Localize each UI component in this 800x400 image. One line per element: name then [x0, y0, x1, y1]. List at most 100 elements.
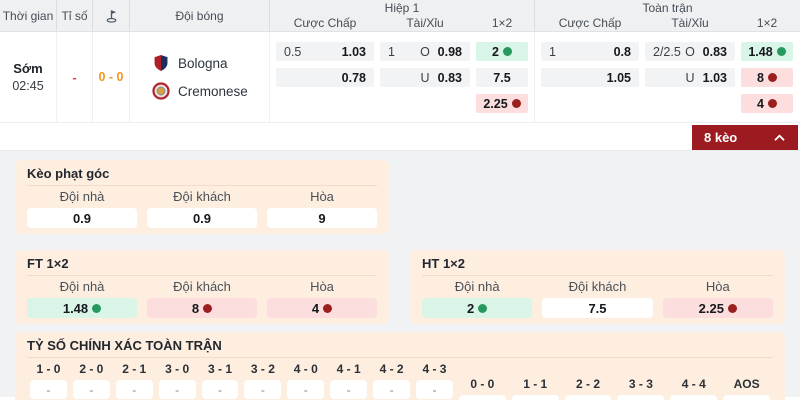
col-header-time: Thời gian — [0, 0, 57, 31]
trend-dot — [776, 47, 786, 56]
score-label: 4 - 1 — [336, 362, 361, 376]
one-x-two-value: 4 — [757, 96, 764, 111]
overunder-odds-box[interactable]: 2/2.5 O 0.83 — [645, 42, 735, 61]
score-odds-box[interactable] — [617, 395, 665, 400]
handicap-odds-box[interactable]: 1.05 — [541, 68, 639, 87]
odds-cell: Hòa 9 — [267, 189, 377, 228]
toggle-strip: 8 kèo — [0, 123, 800, 151]
overunder-odds-box[interactable]: 1 O 0.98 — [380, 42, 470, 61]
match-time: Sớm 02:45 — [0, 32, 57, 122]
team-home[interactable]: Bologna — [152, 54, 228, 72]
score-odds-box[interactable]: - — [201, 380, 239, 399]
odds-value: 7.5 — [588, 300, 607, 316]
score-label: 4 - 3 — [422, 362, 447, 376]
score-item: 2 - 1 - — [113, 362, 156, 399]
odds-value-box[interactable]: 0.9 — [27, 208, 137, 228]
odds-cell: Đội nhà 1.48 — [27, 279, 137, 318]
match-kickoff-time: 02:45 — [12, 79, 44, 93]
half1-odds: 0.5 1.03 0.78 1 O 0.98 — [270, 32, 535, 122]
score-odds-box[interactable] — [511, 395, 559, 400]
score-label: 3 - 1 — [208, 362, 233, 376]
one-x-two-odds-box[interactable]: 2.25 — [476, 94, 528, 113]
score-odds-box[interactable] — [723, 395, 771, 400]
col-header-corner — [93, 0, 130, 31]
odds-value-box[interactable]: 1.48 — [27, 298, 137, 318]
odds-value-box[interactable]: 7.5 — [542, 298, 653, 318]
odds-value-box[interactable]: 2.25 — [662, 298, 773, 318]
one-x-two-value: 2.25 — [483, 96, 508, 111]
handicap-odds-value: 0.8 — [613, 44, 631, 59]
handicap-odds-box[interactable]: 0.78 — [276, 68, 374, 87]
odds-value-box[interactable]: 9 — [267, 208, 377, 228]
handicap-line: 0.5 — [284, 44, 302, 59]
col-header-team: Đội bóng — [130, 0, 270, 31]
cremonese-logo-icon — [152, 82, 170, 100]
subheader-1x2-ft: 1×2 — [756, 16, 778, 30]
overunder-odds-box[interactable]: U 0.83 — [380, 68, 470, 87]
score-odds-box[interactable]: - — [244, 380, 282, 399]
score-odds-box[interactable]: - — [72, 380, 110, 399]
score-label: 4 - 4 — [681, 377, 706, 391]
odds-value-box[interactable]: 8 — [147, 298, 257, 318]
half1-handicap-column: 0.5 1.03 0.78 — [276, 42, 374, 87]
score-odds-box[interactable]: - — [330, 380, 368, 399]
one-x-two-odds-box[interactable]: 8 — [741, 68, 793, 87]
handicap-odds-box[interactable]: 0.5 1.03 — [276, 42, 374, 61]
one-x-two-odds-box[interactable]: 2 — [476, 42, 528, 61]
handicap-odds-box[interactable]: 1 0.8 — [541, 42, 639, 61]
one-x-two-odds-box[interactable]: 4 — [741, 94, 793, 113]
trend-dot — [203, 303, 213, 313]
overunder-odds-box[interactable]: U 1.03 — [645, 68, 735, 87]
overunder-line: 1 — [388, 44, 395, 59]
overunder-odds-value: 0.98 — [437, 44, 462, 59]
score-odds-box[interactable]: - — [287, 380, 325, 399]
one-x-two-odds-box[interactable]: 1.48 — [741, 42, 793, 61]
team-away[interactable]: Cremonese — [152, 82, 248, 100]
score-odds-box[interactable]: - — [115, 380, 153, 399]
team-home-name: Bologna — [178, 55, 228, 71]
odds-cell-header: Đội nhà — [454, 279, 500, 294]
trend-dot — [727, 303, 737, 313]
score-label: 2 - 1 — [122, 362, 147, 376]
score-item: 0 - 0 — [456, 377, 509, 400]
score-odds-box[interactable]: - — [416, 380, 453, 399]
score-odds-box[interactable] — [458, 395, 506, 400]
table-header: Thời gian Tỉ số Đội bóng Hiệp 1 Cược Chấ… — [0, 0, 800, 32]
one-x-two-odds-box[interactable]: 7.5 — [476, 68, 528, 87]
score-odds-box[interactable] — [564, 395, 612, 400]
odds-count-toggle-button[interactable]: 8 kèo — [692, 125, 798, 150]
match-corner-score: 0 - 0 — [93, 32, 130, 122]
odds-cell-header: Hòa — [310, 189, 334, 204]
half1-title: Hiệp 1 — [384, 1, 420, 15]
score-item: 4 - 2 - — [370, 362, 413, 399]
odds-cell: Hòa 2.25 — [662, 279, 773, 318]
bologna-logo-icon — [152, 54, 170, 72]
trend-dot — [767, 73, 777, 82]
score-item: AOS — [720, 377, 773, 400]
overunder-side: O — [420, 44, 430, 59]
subheader-overunder-h1: Tài/Xỉu — [406, 16, 444, 30]
score-odds-box[interactable]: - — [158, 380, 196, 399]
odds-value-box[interactable]: 4 — [267, 298, 377, 318]
score-odds-box[interactable]: - — [373, 380, 411, 399]
odds-cell-header: Đội khách — [173, 189, 231, 204]
half1-1x2-column: 2 7.5 2.25 — [476, 42, 528, 113]
score-odds-box[interactable] — [670, 395, 718, 400]
ht-1x2-card: HT 1×2 Đội nhà 2 Đội khách — [410, 250, 785, 324]
match-row: Sớm 02:45 - 0 - 0 Bologna — [0, 32, 800, 123]
overunder-odds-value: 0.83 — [437, 70, 462, 85]
overunder-odds-value: 0.83 — [702, 44, 727, 59]
one-x-two-value: 1.48 — [748, 44, 773, 59]
odds-value: 2.25 — [698, 300, 724, 316]
score-item: 3 - 2 - — [241, 362, 284, 399]
ht-1x2-title: HT 1×2 — [422, 256, 773, 276]
handicap-line: 1 — [549, 44, 556, 59]
score-item: 4 - 4 — [667, 377, 720, 400]
odds-value-box[interactable]: 2 — [422, 298, 533, 318]
score-label: 3 - 2 — [250, 362, 275, 376]
overunder-side: O — [685, 44, 695, 59]
match-time-label: Sớm — [13, 61, 43, 76]
score-odds-box[interactable]: - — [30, 380, 67, 399]
odds-value-box[interactable]: 0.9 — [147, 208, 257, 228]
